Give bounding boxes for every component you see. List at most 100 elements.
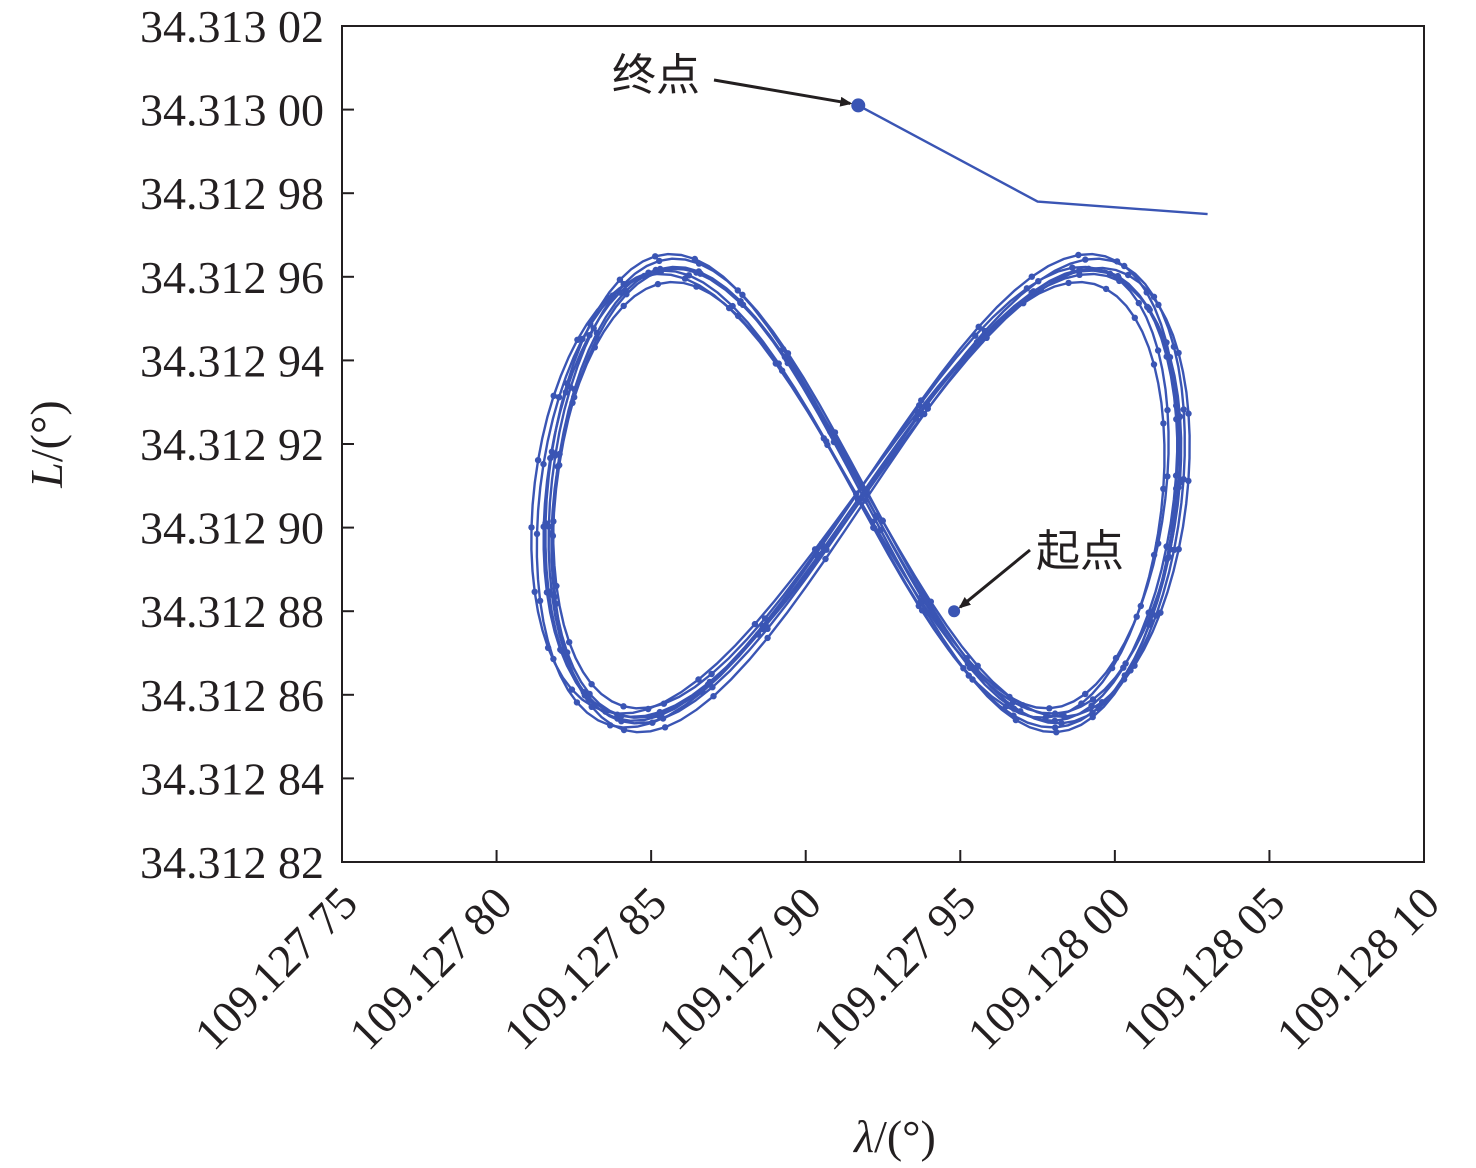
trajectory-point	[726, 304, 733, 312]
trajectory-point	[571, 394, 578, 401]
trajectory-point	[557, 646, 564, 653]
trajectory-point	[820, 435, 827, 442]
trajectory-exit	[857, 104, 1208, 216]
trajectory-point	[658, 267, 665, 275]
plot-frame	[341, 25, 1425, 863]
trajectory-point	[921, 410, 928, 418]
start-point-arrow	[958, 548, 1031, 609]
trajectory-point	[1137, 602, 1145, 610]
trajectory-point	[1065, 279, 1072, 287]
trajectory-point	[661, 724, 669, 731]
trajectory-point	[565, 659, 573, 666]
trajectory-point	[1114, 272, 1122, 280]
end-point-arrow	[713, 78, 853, 107]
trajectory-point	[1030, 288, 1037, 295]
x-tick-label: 109.127 90	[648, 877, 830, 1059]
trajectory-point	[562, 389, 569, 396]
trajectory-point	[1145, 621, 1153, 628]
trajectory-point	[1102, 285, 1110, 293]
trajectory-point	[1164, 406, 1171, 414]
x-tick-label: 109.128 00	[957, 877, 1139, 1059]
trajectory-point	[540, 460, 547, 468]
trajectory-point	[1023, 285, 1031, 292]
trajectory-point	[1061, 713, 1068, 720]
trajectory-point	[1042, 714, 1049, 721]
trajectory-point	[1163, 555, 1171, 563]
trajectory-point	[534, 457, 542, 464]
y-tick-label: 34.312 96	[140, 252, 324, 303]
trajectory-point	[1160, 420, 1167, 427]
trajectory-point	[548, 591, 556, 598]
trajectory-point	[1089, 696, 1097, 703]
trajectory-point	[1053, 729, 1060, 736]
trajectory-point	[528, 524, 535, 531]
trajectory-point	[566, 639, 573, 646]
y-tick-label: 34.312 82	[140, 837, 324, 888]
trajectory-point	[822, 555, 829, 563]
trajectory-point	[1163, 353, 1170, 360]
trajectory-point	[691, 255, 698, 263]
trajectory-point	[1075, 251, 1082, 259]
end-point-marker	[851, 98, 866, 113]
y-tick-label: 34.312 88	[140, 586, 324, 637]
trajectory-point	[830, 438, 838, 446]
trajectory-point	[709, 684, 716, 691]
trajectory-point	[1150, 361, 1158, 368]
y-tick-label: 34.312 94	[140, 335, 324, 386]
trajectory-point	[923, 610, 931, 617]
trajectory-point	[1152, 612, 1160, 619]
trajectory-point	[1185, 477, 1192, 485]
trajectory-point	[1017, 708, 1024, 715]
trajectory-point	[1170, 343, 1178, 350]
x-tick-label: 109.128 05	[1112, 877, 1294, 1059]
trajectory-point	[556, 461, 563, 469]
trajectory-point	[618, 718, 625, 725]
x-tick-label: 109.127 80	[339, 877, 521, 1059]
trajectory-point	[969, 676, 976, 683]
trajectory-point	[1173, 416, 1180, 423]
trajectory-point	[975, 323, 982, 330]
trajectory-point	[1175, 349, 1182, 357]
trajectory-point	[1076, 271, 1083, 278]
trajectory-point	[545, 523, 552, 530]
trajectory-point	[645, 705, 652, 713]
trajectory-point	[764, 634, 771, 642]
trajectory-point	[1185, 410, 1192, 417]
trajectory-point	[831, 429, 839, 436]
trajectory-point	[1176, 479, 1184, 486]
trajectory-point	[761, 615, 769, 622]
trajectory-point	[1069, 264, 1076, 271]
trajectory-point	[555, 394, 563, 401]
trajectory-point	[620, 703, 627, 710]
trajectory-point	[811, 546, 819, 553]
trajectory-point	[620, 302, 627, 310]
trajectory-point	[604, 294, 612, 302]
trajectory-point	[697, 270, 704, 277]
trajectory-point	[708, 670, 715, 678]
trajectory-point	[588, 703, 595, 710]
y-tick-label: 34.313 02	[140, 1, 324, 52]
x-tick-label: 109.128 10	[1267, 877, 1449, 1059]
trajectory-point	[1089, 713, 1096, 721]
trajectory-point	[1135, 299, 1143, 307]
trajectory-point	[1164, 473, 1171, 480]
y-axis: 34.312 82 34.312 84 34.312 86 34.312 88 34.3…	[140, 1, 354, 888]
trajectory-point	[536, 597, 544, 604]
trajectory-point	[754, 631, 762, 638]
trajectory-point	[620, 726, 628, 734]
trajectory-point	[1051, 710, 1059, 717]
trajectory-point	[1112, 654, 1120, 662]
trajectory-point	[623, 291, 630, 298]
trajectory-point	[1144, 303, 1151, 310]
trajectory-series	[528, 98, 1208, 736]
trajectory-point	[853, 490, 860, 497]
start-point-label: 起点	[1036, 526, 1124, 577]
trajectory-point	[1028, 273, 1036, 280]
trajectory-point	[659, 715, 667, 722]
trajectory-point	[695, 676, 702, 683]
trajectory-point	[914, 408, 921, 415]
x-axis-title-unit: /(°)	[874, 1111, 936, 1162]
trajectory-point	[1150, 293, 1158, 300]
trajectory-point	[681, 275, 689, 282]
